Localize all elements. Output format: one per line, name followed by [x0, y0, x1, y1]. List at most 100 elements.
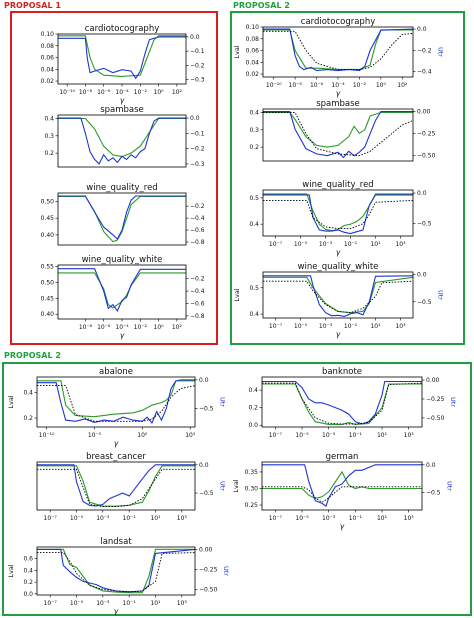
x-tick-label: 10⁻² — [134, 89, 148, 96]
x-tick-label: 10⁻⁴ — [331, 82, 345, 89]
y-right-tick-label: −0.1 — [190, 130, 205, 137]
y-left-tick-label: 0.04 — [246, 59, 260, 66]
plot-frame — [262, 189, 414, 237]
y-right-tick-label: −0.8 — [190, 313, 205, 320]
plot-frame — [261, 461, 423, 511]
y-right-tick-label: −0.50 — [426, 415, 445, 422]
y-left-axis-label: Lval — [7, 395, 15, 408]
chart-title: cardiotocography — [85, 24, 160, 34]
y-left-tick-label: 0.4 — [44, 115, 54, 122]
series-line-black — [262, 486, 422, 503]
series-line-black — [263, 112, 414, 157]
y-left-tick-label: 0.4 — [23, 567, 33, 574]
y-right-tick-label: −0.6 — [190, 300, 205, 307]
plot-frame — [57, 114, 187, 168]
y-right-axis-label: Utr — [218, 397, 226, 407]
series-line-green — [262, 470, 422, 499]
y-left-tick-label: 0.2 — [249, 144, 259, 151]
series-line-black — [263, 30, 414, 71]
y-left-tick-label: 0.2 — [248, 405, 258, 412]
x-tick-label: 10⁻⁷ — [269, 241, 283, 248]
y-right-tick-label: 0.0 — [199, 462, 209, 469]
x-axis-label: γ — [114, 607, 119, 616]
y-left-tick-label: 0.3 — [249, 127, 259, 134]
y-left-tick-label: 0.06 — [41, 55, 55, 62]
series-line-green — [58, 272, 186, 309]
y-left-tick-label: 0.04 — [41, 66, 55, 73]
chart-title: wine_quality_red — [302, 180, 373, 190]
y-right-tick-label: 0.00 — [426, 377, 440, 384]
x-tick-label: 10⁻¹ — [349, 432, 363, 439]
x-tick-label: 10⁻³ — [319, 241, 333, 248]
x-tick-label: 10⁰ — [137, 432, 148, 439]
x-tick-label: 10³ — [177, 515, 188, 522]
plot-frame — [36, 461, 196, 511]
y-left-tick-label: 0.3 — [44, 133, 54, 140]
x-tick-label: 10⁻⁵ — [295, 432, 309, 439]
series-line-green — [37, 380, 195, 418]
y-right-tick-label: −0.5 — [199, 490, 214, 497]
chart-banknote: banknote 10⁻⁷ 10⁻⁵ 10⁻³ 10⁻¹ 10¹ 10³ 0.0 0.2 0.4 −… — [248, 367, 457, 439]
x-tick-label: 10⁻⁴ — [115, 89, 129, 96]
x-axis-label: γ — [336, 248, 341, 257]
x-tick-label: 10⁻¹ — [344, 323, 358, 330]
x-tick-label: 10⁰ — [154, 324, 165, 331]
series-line-blue — [58, 268, 186, 312]
y-right-tick-label: −0.5 — [417, 221, 432, 228]
y-left-tick-label: 0.0 — [23, 591, 33, 598]
chart-title: breast_cancer — [86, 452, 146, 462]
y-left-tick-label: 0.35 — [245, 469, 259, 476]
y-left-tick-label: 0.10 — [246, 24, 260, 31]
series-line-blue — [262, 380, 422, 425]
y-left-tick-label: 0.30 — [245, 485, 259, 492]
chart-landsat: landsat 10⁻⁷ 10⁻⁵ 10⁻³ 10⁻¹ 10¹ 10³ γ 0.0 0.2 0.4 0… — [7, 537, 230, 616]
x-axis-label: γ — [336, 89, 341, 98]
x-tick-label: 10² — [397, 82, 408, 89]
y-left-tick-label: 0.08 — [41, 43, 55, 50]
y-right-tick-label: −0.4 — [417, 69, 432, 76]
x-tick-label: 10³ — [177, 600, 188, 607]
series-line-green — [263, 193, 413, 232]
y-left-tick-label: 0.2 — [23, 415, 33, 422]
x-tick-label: 10⁻² — [134, 324, 148, 331]
y-right-tick-label: −0.4 — [190, 215, 205, 222]
x-tick-label: 10⁻⁵ — [294, 241, 308, 248]
x-tick-label: 10³ — [395, 241, 406, 248]
x-tick-label: 10⁻⁷ — [269, 432, 283, 439]
y-right-axis-label: Utr — [218, 481, 226, 491]
chart-wine-quality-red: wine_quality_red 10⁻⁷ 10⁻⁵ 10⁻³ 10⁻¹ 10¹ 10³ γ 0… — [249, 180, 431, 257]
y-right-tick-label: −0.4 — [190, 288, 205, 295]
y-right-tick-label: 0.00 — [199, 546, 213, 553]
x-tick-label: 10⁻⁸ — [79, 324, 93, 331]
x-axis-label: γ — [120, 331, 125, 340]
y-left-tick-label: 0.4 — [249, 109, 259, 116]
proposal1-frame — [10, 11, 218, 345]
y-left-axis-label: Lval — [233, 45, 241, 58]
plot-frame — [36, 546, 196, 596]
x-tick-label: 10¹ — [370, 241, 381, 248]
chart-title: banknote — [322, 367, 362, 377]
x-axis-label: γ — [336, 330, 341, 339]
y-left-tick-label: 0.0 — [248, 422, 258, 429]
y-left-tick-label: 0.45 — [41, 295, 55, 302]
x-tick-label: 10⁻⁵ — [294, 323, 308, 330]
x-tick-label: 10⁰ — [376, 82, 387, 89]
x-tick-label: 10⁻¹⁰ — [266, 82, 282, 89]
chart-title: cardiotocography — [301, 17, 376, 27]
series-line-black — [37, 385, 196, 422]
series-line-black — [37, 468, 195, 508]
chart-spambase: spambase 0.2 0.3 0.4 −0.3 −0.2 −0.1 0.0 — [44, 105, 204, 168]
x-tick-label: 10⁻³ — [96, 515, 110, 522]
x-tick-label: 10⁻³ — [96, 600, 110, 607]
plot-frame — [261, 376, 423, 428]
x-tick-label: 10⁻¹⁰ — [39, 432, 55, 439]
chart-spambase: spambase 0.2 0.3 0.4 −0.50 −0.25 0.00 — [249, 99, 436, 162]
series-line-blue — [263, 111, 413, 159]
series-line-green — [58, 117, 186, 158]
y-right-tick-label: 0.0 — [417, 26, 427, 33]
chart-breast-cancer: breast_cancer 10⁻⁷ 10⁻⁵ 10⁻³ 10⁻¹ 10¹ 10³ −0.5 0… — [36, 452, 226, 522]
y-right-tick-label: −0.3 — [190, 161, 205, 168]
chart-title: german — [326, 452, 359, 462]
x-tick-label: 10⁻⁵ — [70, 515, 84, 522]
y-left-tick-label: 0.2 — [44, 150, 54, 157]
